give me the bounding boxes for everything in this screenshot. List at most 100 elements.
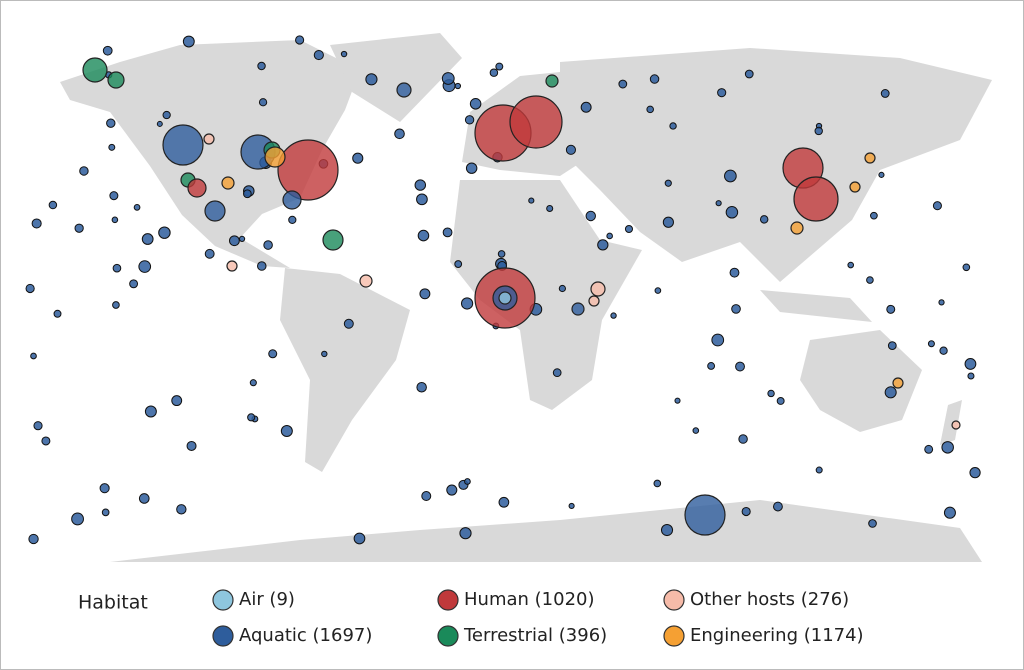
bubble — [321, 350, 328, 358]
bubble — [112, 301, 120, 309]
bubble — [158, 226, 171, 239]
bubble — [249, 379, 257, 387]
legend-swatch — [437, 589, 459, 611]
bubble — [497, 250, 506, 258]
bubble — [41, 436, 51, 446]
bubble — [815, 466, 823, 474]
bubble — [99, 483, 110, 494]
bubble — [495, 62, 504, 71]
legend-swatch — [663, 625, 685, 647]
bubble — [162, 110, 171, 120]
bubble — [421, 491, 432, 501]
bubble — [464, 115, 475, 125]
bubble — [243, 189, 252, 199]
bubble — [870, 211, 878, 220]
bubble — [257, 61, 266, 71]
bubble — [654, 287, 662, 294]
bubble — [257, 261, 267, 271]
bubble — [711, 333, 725, 347]
bubble — [707, 362, 716, 370]
bubble — [204, 248, 215, 259]
legend-label: Other hosts (276) — [690, 589, 849, 610]
bubble — [25, 283, 35, 294]
bubble — [203, 133, 215, 145]
bubble — [558, 284, 566, 293]
bubble — [545, 74, 559, 88]
bubble — [941, 441, 954, 454]
bubble — [565, 144, 576, 155]
bubble — [660, 523, 674, 537]
bubble — [597, 239, 609, 251]
bubble — [162, 124, 204, 166]
antarctica — [110, 500, 982, 562]
bubble — [884, 386, 897, 399]
bubble — [31, 218, 42, 229]
bubble — [277, 139, 339, 201]
bubble — [441, 72, 455, 85]
bubble — [624, 224, 634, 234]
bubble — [735, 361, 745, 372]
bubble — [967, 372, 975, 380]
bubble — [571, 302, 585, 316]
bubble — [776, 397, 785, 405]
bubble — [129, 279, 139, 289]
bubble — [951, 420, 961, 430]
legend-label: Aquatic (1697) — [239, 625, 372, 646]
indonesia — [760, 290, 872, 322]
bubble — [138, 260, 152, 273]
bubble — [416, 193, 428, 206]
bubble — [878, 171, 885, 178]
legend-swatch — [437, 625, 459, 647]
bubble — [101, 508, 110, 517]
south-america — [280, 268, 410, 472]
bubble — [464, 478, 471, 485]
bubble — [767, 389, 775, 398]
bubble — [692, 427, 700, 434]
bubble — [924, 444, 934, 454]
bubble — [962, 263, 971, 272]
bubble — [546, 204, 554, 213]
bubble — [943, 506, 956, 519]
bubble — [74, 223, 84, 233]
africa — [450, 180, 642, 410]
bubble — [590, 281, 606, 297]
bubble — [790, 221, 804, 235]
bubble — [927, 340, 935, 348]
bubble — [419, 288, 431, 300]
bubble — [79, 166, 89, 176]
bubble — [741, 506, 751, 517]
bubble — [417, 229, 430, 242]
bubble — [469, 98, 482, 110]
bubble — [459, 527, 472, 540]
bubble — [938, 299, 945, 306]
bubble — [465, 162, 478, 174]
bubble — [33, 421, 43, 431]
bubble — [454, 82, 462, 90]
bubble — [669, 122, 677, 130]
bubble — [228, 235, 240, 247]
bubble — [588, 295, 600, 307]
bubble — [886, 304, 896, 314]
bubble — [580, 101, 592, 113]
bubble — [849, 181, 861, 193]
bubble — [133, 203, 141, 211]
bubble — [864, 152, 876, 164]
bubble — [282, 190, 302, 210]
bubble — [48, 200, 58, 210]
bubble — [268, 349, 278, 359]
legend-swatch — [663, 589, 685, 611]
bubble — [729, 267, 740, 278]
bubble — [509, 95, 563, 149]
bubble — [498, 291, 512, 305]
bubble — [717, 88, 727, 98]
bubble — [28, 533, 39, 545]
legend-title: Habitat — [78, 592, 148, 614]
bubble — [653, 479, 662, 488]
bubble — [353, 532, 366, 545]
new-zealand — [940, 400, 962, 445]
bubble — [204, 200, 226, 222]
bubble — [182, 35, 195, 48]
bubble — [30, 352, 37, 360]
bubble — [847, 261, 855, 269]
bubble — [313, 49, 324, 61]
